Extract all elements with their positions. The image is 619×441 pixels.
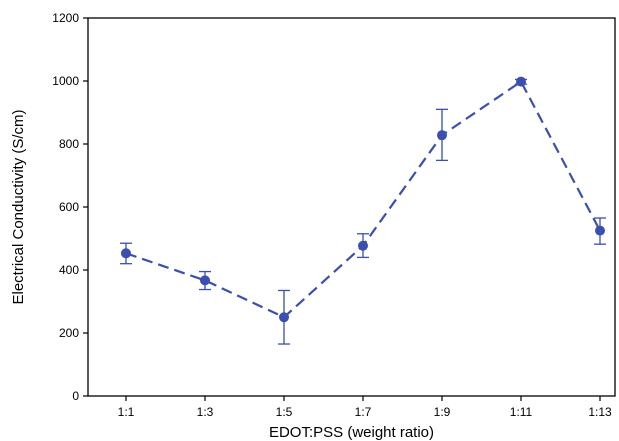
y-tick-label: 400 (59, 263, 79, 277)
data-point (200, 275, 210, 286)
x-tick-label: 1:11 (510, 405, 533, 419)
x-tick-label: 1:13 (588, 405, 612, 419)
y-axis: 0 200 400 600 800 1000 1200 (52, 11, 88, 403)
plot-area (87, 17, 616, 397)
y-axis-title: Electrical Conductivity (S/cm) (10, 109, 27, 304)
x-tick-label: 1:5 (276, 405, 293, 419)
y-tick-label: 1000 (52, 74, 79, 88)
data-point (516, 76, 526, 87)
series-layer (120, 76, 606, 345)
y-tick-label: 800 (59, 137, 79, 151)
data-point (595, 225, 605, 236)
y-tick-label: 0 (72, 389, 79, 403)
y-tick-label: 600 (59, 200, 79, 214)
x-axis: 1:1 1:3 1:5 1:7 1:9 1:11 1:13 (118, 396, 612, 419)
x-axis-title: EDOT:PSS (weight ratio) (269, 424, 434, 441)
x-tick-label: 1:3 (197, 405, 214, 419)
x-tick-label: 1:1 (118, 405, 135, 419)
x-tick-label: 1:7 (355, 405, 372, 419)
data-point (121, 248, 131, 259)
data-point (437, 130, 447, 141)
x-tick-label: 1:9 (434, 405, 451, 419)
data-point (279, 312, 289, 323)
y-tick-label: 1200 (52, 11, 79, 25)
y-tick-label: 200 (59, 326, 79, 340)
data-point (358, 240, 368, 251)
